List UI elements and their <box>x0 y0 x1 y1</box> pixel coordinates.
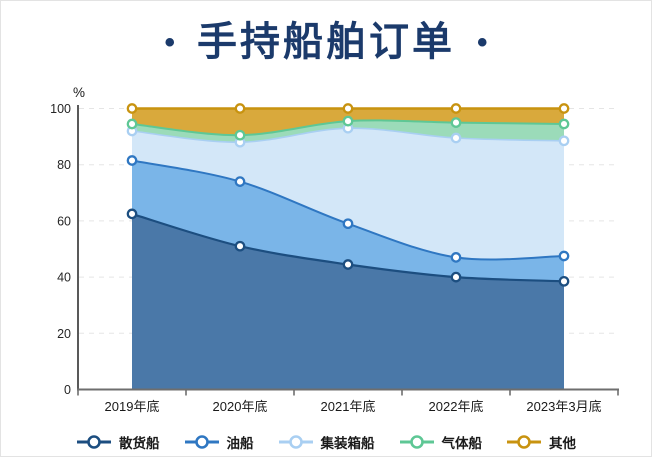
y-axis-unit-label: % <box>73 85 85 100</box>
y-axis-tick-label: 80 <box>57 158 71 172</box>
point-oil-tanker <box>126 155 138 166</box>
legend-item-other: 其他 <box>506 432 576 452</box>
y-axis-tick-label: 20 <box>57 327 71 341</box>
point-oil-tanker <box>342 218 354 230</box>
point-bulk-carrier <box>126 208 138 220</box>
y-axis-tick-label: 100 <box>50 102 71 116</box>
point-oil-tanker <box>450 252 462 263</box>
legend-marker-circle <box>87 435 101 449</box>
y-axis-tick-label: 40 <box>57 271 71 285</box>
point-other <box>126 103 138 114</box>
legend-label: 散货船 <box>119 436 160 451</box>
legend-marker-container-ship-icon <box>278 435 313 449</box>
point-container-ship <box>558 135 570 147</box>
area-other <box>132 108 564 136</box>
point-gas-carrier <box>126 118 138 130</box>
point-gas-carrier <box>342 115 354 127</box>
legend-label: 油船 <box>226 436 254 451</box>
y-axis-tick-label: 60 <box>57 214 71 228</box>
y-axis-tick-label: 0 <box>64 383 71 397</box>
point-oil-tanker <box>234 176 246 187</box>
point-gas-carrier <box>558 118 570 130</box>
point-gas-carrier <box>234 129 246 141</box>
point-container-ship <box>450 132 462 144</box>
legend-marker-bulk-carrier-icon <box>77 435 111 449</box>
point-bulk-carrier <box>342 259 354 270</box>
legend-label: 其他 <box>549 436 576 451</box>
legend-marker-circle <box>517 435 531 449</box>
chart-title: • 手持船舶订单 • <box>1 13 651 71</box>
legend-item-container-ship: 集装箱船 <box>278 432 375 452</box>
legend-marker-oil-tanker-icon <box>184 435 219 449</box>
x-axis-tick-label: 2022年底 <box>429 399 484 414</box>
legend-item-bulk-carrier: 散货船 <box>76 432 160 452</box>
legend-item-gas-carrier: 气体船 <box>399 432 483 452</box>
legend-item-oil-tanker: 油船 <box>184 432 254 452</box>
legend-marker-other-icon <box>507 435 541 449</box>
legend-marker-circle <box>409 435 424 449</box>
legend: 散货船 油船 集装箱船 气体船 其他 <box>1 429 651 455</box>
x-axis-tick-label: 2019年底 <box>105 399 160 414</box>
point-gas-carrier <box>450 117 462 128</box>
area-container-ship <box>132 128 564 260</box>
area-bulk-carrier <box>132 213 564 390</box>
point-other <box>450 103 462 114</box>
point-other <box>342 103 354 114</box>
point-oil-tanker <box>558 250 570 262</box>
title-text: 手持船舶订单 <box>197 20 455 64</box>
legend-label: 集装箱船 <box>320 436 375 451</box>
area-oil-tanker <box>132 160 564 282</box>
x-axis-tick-label: 2020年底 <box>213 399 268 414</box>
point-bulk-carrier <box>558 275 570 287</box>
point-other <box>234 103 246 114</box>
point-bulk-carrier <box>450 271 462 283</box>
legend-label: 气体船 <box>441 436 483 451</box>
point-bulk-carrier <box>234 240 246 252</box>
x-axis-tick-label: 2023年3月底 <box>526 399 601 414</box>
legend-marker-circle <box>194 435 209 449</box>
point-other <box>558 103 570 114</box>
legend-marker-circle <box>288 435 303 449</box>
x-axis-tick-label: 2021年底 <box>321 399 376 414</box>
title-bullet-right-icon: • <box>477 26 488 59</box>
legend-marker-gas-carrier-icon <box>399 435 434 449</box>
title-bullet-left-icon: • <box>164 26 175 59</box>
